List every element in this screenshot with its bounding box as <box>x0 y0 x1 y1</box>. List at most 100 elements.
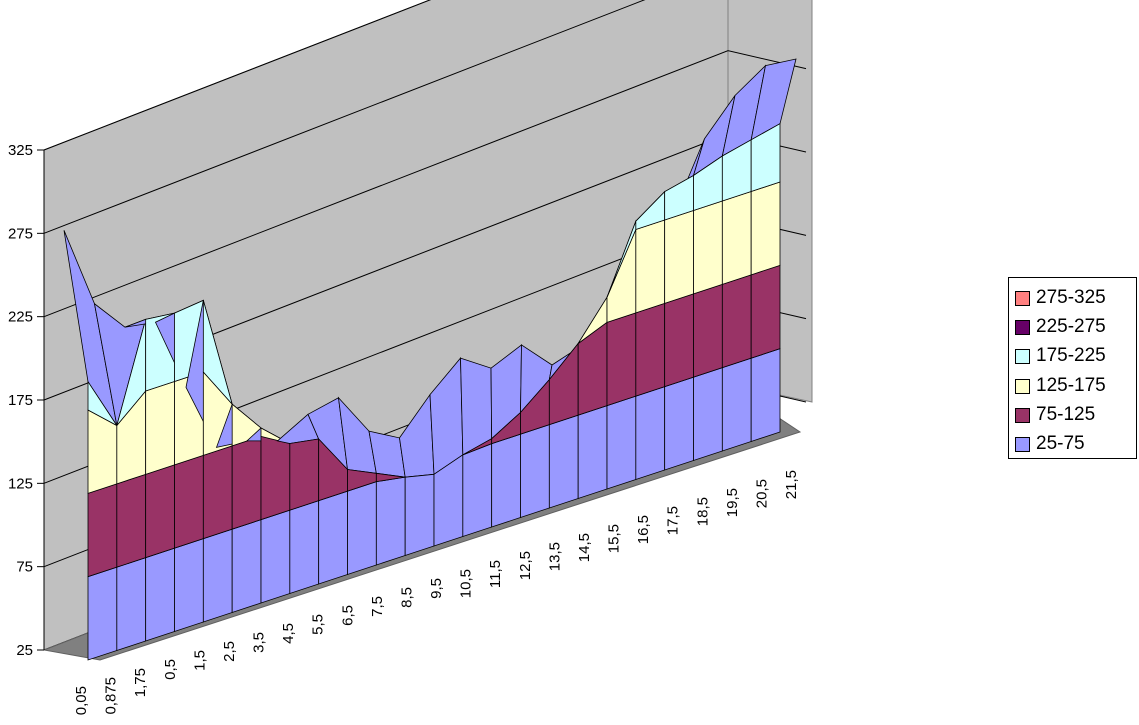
x-tick-label: 12,5 <box>517 551 534 580</box>
surface-band <box>520 424 550 519</box>
legend-label: 75-125 <box>1036 404 1096 425</box>
x-tick-label: 15,5 <box>606 524 623 553</box>
x-tick-label: 20,5 <box>753 479 770 508</box>
surface-band <box>577 405 608 500</box>
legend-label: 275-325 <box>1036 287 1106 308</box>
surface-band <box>347 481 377 576</box>
surface-band <box>750 122 781 193</box>
x-tick-label: 0,875 <box>103 677 120 715</box>
surface-band <box>231 435 262 530</box>
surface-band <box>548 414 579 509</box>
x-tick-label: 9,5 <box>428 578 445 599</box>
surface-band <box>721 274 752 369</box>
legend-item: 225-275 <box>1015 315 1106 339</box>
legend-swatch <box>1015 436 1030 452</box>
legend-item: 25-75 <box>1015 432 1085 456</box>
legend-item: 275-325 <box>1015 286 1106 310</box>
surface-band <box>87 566 118 661</box>
legend-item: 125-175 <box>1015 374 1106 398</box>
legend-label: 225-275 <box>1036 316 1106 337</box>
x-tick-label: 4,5 <box>280 623 297 644</box>
surface-band <box>174 538 204 633</box>
legend-label: 25-75 <box>1036 433 1085 454</box>
x-tick-label: 5,5 <box>310 614 327 635</box>
surface-band <box>231 519 262 614</box>
surface-band <box>145 380 175 475</box>
surface-band <box>635 386 666 481</box>
surface-band <box>721 190 752 285</box>
x-tick-label: 1,5 <box>191 650 208 671</box>
surface-band <box>260 435 291 521</box>
legend-label: 125-175 <box>1036 375 1106 396</box>
surface-band <box>145 547 175 642</box>
surface-band <box>693 200 723 295</box>
surface-band <box>289 438 320 511</box>
surface-band <box>202 528 233 623</box>
x-tick-label: 2,5 <box>221 641 238 662</box>
x-tick-label: 13,5 <box>546 542 563 571</box>
surface-band <box>87 380 118 426</box>
legend-swatch <box>1015 348 1030 364</box>
legend-label: 175-225 <box>1036 345 1106 366</box>
surface-band <box>750 264 781 359</box>
legend-swatch <box>1015 378 1030 394</box>
surface-band <box>462 443 493 538</box>
gridline <box>43 0 432 151</box>
x-tick-label: 3,5 <box>251 632 268 653</box>
surface-band <box>606 312 637 407</box>
y-tick-label: 125 <box>8 475 33 492</box>
surface-band <box>664 293 694 388</box>
x-tick-label: 11,5 <box>487 560 504 588</box>
surface-band <box>404 473 435 557</box>
surface-band <box>260 509 291 604</box>
surface-band <box>693 283 723 378</box>
surface-band <box>202 445 233 540</box>
surface-band <box>664 376 694 471</box>
legend-swatch <box>1015 290 1030 306</box>
surface-band <box>375 472 406 483</box>
x-tick-label: 16,5 <box>635 515 652 544</box>
surface-band <box>635 302 666 397</box>
x-tick-label: 1,75 <box>132 668 149 697</box>
x-tick-label: 8,5 <box>398 587 415 608</box>
gridline <box>43 0 646 234</box>
legend-item: 75-125 <box>1015 403 1095 427</box>
surface-band <box>318 490 348 585</box>
surface-band <box>289 500 320 595</box>
y-tick-label: 25 <box>16 642 33 659</box>
legend-swatch <box>1015 319 1030 335</box>
y-tick-label: 175 <box>8 392 33 409</box>
surface-band <box>174 454 204 549</box>
x-axis: 0,05 0,875 1,75 0,5 1,5 2,5 3,5 4,5 5,5 6,5 7,5 8,5… <box>73 470 800 715</box>
surface-patch <box>460 357 493 456</box>
x-tick-label: 18,5 <box>694 497 711 526</box>
surface-band <box>750 348 781 443</box>
legend-item: 175-225 <box>1015 344 1106 368</box>
surface-band <box>721 357 752 452</box>
x-tick-label: 21,5 <box>783 470 800 499</box>
surface-plot <box>63 58 797 661</box>
y-tick-label: 75 <box>16 559 33 576</box>
surface-band <box>491 433 521 528</box>
y-tick-label: 275 <box>8 225 33 242</box>
legend: 275-325 225-275 175-225 125-175 75-125 2… <box>1008 277 1137 459</box>
y-tick-label: 225 <box>8 309 33 326</box>
surface-band <box>664 209 694 304</box>
surface-band <box>635 219 666 314</box>
y-axis: 25 75 125 175 225 275 325 <box>8 142 45 659</box>
surface-band <box>116 473 147 568</box>
surface-band <box>606 395 637 490</box>
x-tick-label: 7,5 <box>369 596 386 617</box>
legend-swatch <box>1015 407 1030 423</box>
surface-band <box>116 557 147 652</box>
surface-band <box>87 483 118 578</box>
x-tick-label: 0,5 <box>162 659 179 680</box>
x-tick-label: 6,5 <box>339 605 356 626</box>
surface-band <box>202 300 233 405</box>
surface-band <box>693 367 723 462</box>
x-tick-label: 14,5 <box>576 533 593 562</box>
y-tick-label: 325 <box>8 142 33 159</box>
surface-band <box>145 464 175 559</box>
x-tick-label: 0,05 <box>73 686 90 715</box>
